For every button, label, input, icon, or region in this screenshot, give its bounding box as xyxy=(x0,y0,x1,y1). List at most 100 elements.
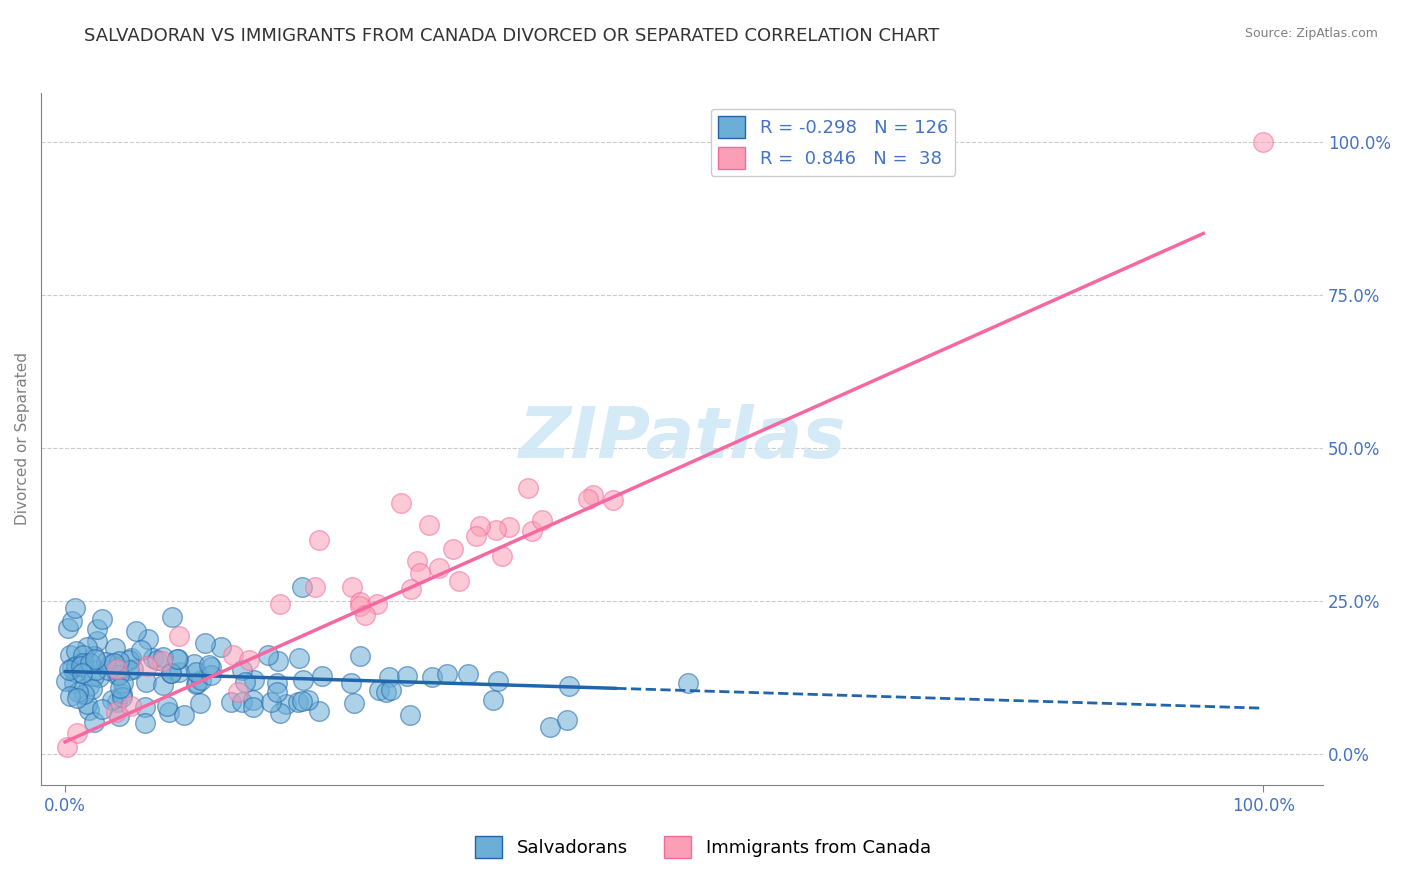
Salvadorans xyxy=(63,601,86,615)
Salvadorans xyxy=(349,648,371,663)
Immigrants from Canada xyxy=(406,554,429,568)
Immigrants from Canada xyxy=(349,595,371,609)
Salvadorans xyxy=(676,676,699,690)
Immigrants from Canada xyxy=(522,524,544,538)
Immigrants from Canada xyxy=(399,582,422,596)
Salvadorans xyxy=(558,679,581,693)
Immigrants from Canada xyxy=(167,628,190,642)
Salvadorans xyxy=(125,624,148,638)
Salvadorans xyxy=(60,660,83,674)
Salvadorans xyxy=(146,653,169,667)
Salvadorans xyxy=(65,644,87,658)
Salvadorans xyxy=(79,703,101,717)
Salvadorans xyxy=(160,665,183,680)
Salvadorans xyxy=(291,673,314,687)
Salvadorans xyxy=(374,685,396,699)
Salvadorans xyxy=(111,687,134,701)
Salvadorans xyxy=(166,651,188,665)
Salvadorans xyxy=(233,674,256,689)
Salvadorans xyxy=(188,696,211,710)
Salvadorans xyxy=(486,674,509,689)
Salvadorans xyxy=(267,654,290,668)
Salvadorans xyxy=(142,650,165,665)
Salvadorans xyxy=(67,684,90,698)
Salvadorans xyxy=(69,657,91,671)
Salvadorans xyxy=(184,665,207,680)
Salvadorans xyxy=(105,695,128,709)
Salvadorans xyxy=(76,697,98,711)
Salvadorans xyxy=(108,667,131,681)
Salvadorans xyxy=(256,648,278,662)
Salvadorans xyxy=(159,666,181,681)
Salvadorans xyxy=(86,622,108,636)
Salvadorans xyxy=(103,657,125,671)
Salvadorans xyxy=(291,581,314,595)
Immigrants from Canada xyxy=(135,659,157,673)
Salvadorans xyxy=(60,614,83,628)
Salvadorans xyxy=(72,657,94,671)
Salvadorans xyxy=(108,681,131,695)
Salvadorans xyxy=(63,665,86,680)
Y-axis label: Divorced or Separated: Divorced or Separated xyxy=(15,352,30,525)
Salvadorans xyxy=(380,683,402,698)
Salvadorans xyxy=(186,677,208,691)
Salvadorans xyxy=(276,697,298,711)
Text: SALVADORAN VS IMMIGRANTS FROM CANADA DIVORCED OR SEPARATED CORRELATION CHART: SALVADORAN VS IMMIGRANTS FROM CANADA DIV… xyxy=(84,27,939,45)
Salvadorans xyxy=(183,657,205,671)
Point xyxy=(1251,135,1274,149)
Salvadorans xyxy=(167,665,190,679)
Salvadorans xyxy=(65,690,87,705)
Immigrants from Canada xyxy=(238,653,260,667)
Immigrants from Canada xyxy=(354,607,377,622)
Salvadorans xyxy=(86,634,108,648)
Salvadorans xyxy=(101,693,124,707)
Immigrants from Canada xyxy=(104,705,127,719)
Immigrants from Canada xyxy=(349,599,371,614)
Salvadorans xyxy=(242,693,264,707)
Salvadorans xyxy=(134,700,156,714)
Salvadorans xyxy=(152,649,174,664)
Salvadorans xyxy=(79,656,101,670)
Immigrants from Canada xyxy=(465,529,488,543)
Salvadorans xyxy=(97,663,120,677)
Salvadorans xyxy=(134,715,156,730)
Salvadorans xyxy=(481,693,503,707)
Salvadorans xyxy=(378,670,401,684)
Salvadorans xyxy=(70,665,93,680)
Immigrants from Canada xyxy=(222,648,245,662)
Salvadorans xyxy=(135,674,157,689)
Text: ZIPatlas: ZIPatlas xyxy=(519,404,846,473)
Salvadorans xyxy=(70,658,93,673)
Salvadorans xyxy=(343,696,366,710)
Salvadorans xyxy=(156,698,179,713)
Immigrants from Canada xyxy=(470,518,492,533)
Immigrants from Canada xyxy=(269,598,291,612)
Salvadorans xyxy=(420,670,443,684)
Immigrants from Canada xyxy=(105,662,128,676)
Salvadorans xyxy=(76,640,98,654)
Immigrants from Canada xyxy=(576,491,599,506)
Salvadorans xyxy=(152,678,174,692)
Salvadorans xyxy=(198,657,221,672)
Salvadorans xyxy=(436,666,458,681)
Salvadorans xyxy=(308,705,330,719)
Salvadorans xyxy=(91,702,114,716)
Legend: R = -0.298   N = 126, R =  0.846   N =  38: R = -0.298 N = 126, R = 0.846 N = 38 xyxy=(711,109,955,176)
Immigrants from Canada xyxy=(66,726,89,740)
Immigrants from Canada xyxy=(366,598,388,612)
Salvadorans xyxy=(260,694,283,708)
Salvadorans xyxy=(89,670,111,684)
Salvadorans xyxy=(166,652,188,666)
Immigrants from Canada xyxy=(441,541,464,556)
Immigrants from Canada xyxy=(226,685,249,699)
Immigrants from Canada xyxy=(449,574,471,588)
Salvadorans xyxy=(58,664,80,678)
Salvadorans xyxy=(83,652,105,666)
Salvadorans xyxy=(55,673,77,688)
Salvadorans xyxy=(104,640,127,655)
Immigrants from Canada xyxy=(308,533,330,547)
Salvadorans xyxy=(396,669,419,683)
Salvadorans xyxy=(72,648,94,662)
Salvadorans xyxy=(59,648,82,662)
Salvadorans xyxy=(194,636,217,650)
